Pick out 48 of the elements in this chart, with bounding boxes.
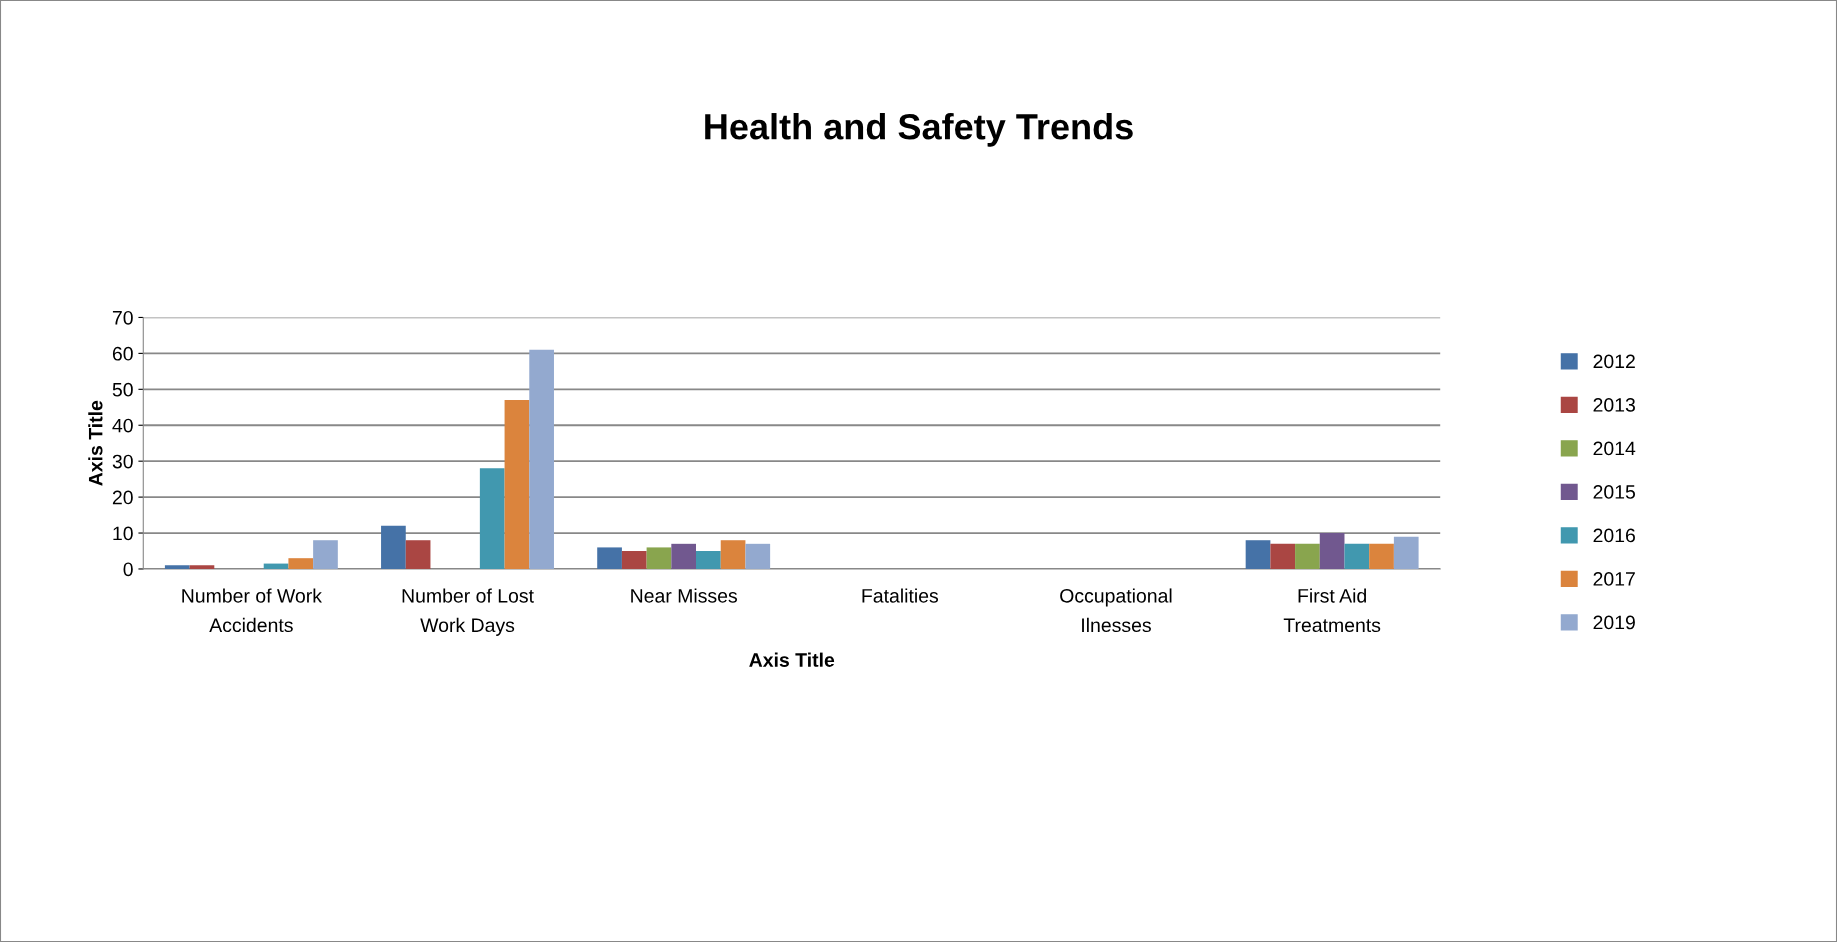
- y-tick-label: 0: [123, 562, 133, 577]
- bar: [405, 540, 431, 569]
- bar: [1245, 540, 1271, 569]
- x-tick-label: First Aid Treatments: [1283, 588, 1381, 633]
- y-tick-label: 30: [112, 454, 133, 469]
- legend-label: 2017: [1593, 572, 1635, 586]
- x-tick-label: Near Misses: [631, 588, 737, 603]
- bar: [696, 551, 721, 569]
- legend-label: 2019: [1593, 615, 1635, 630]
- y-tick-label: 60: [112, 346, 133, 361]
- bar: [1270, 543, 1296, 569]
- bar: [504, 400, 530, 569]
- bar: [1319, 533, 1345, 569]
- bar: [720, 540, 746, 569]
- bar: [745, 543, 771, 569]
- y-tick-label: 40: [112, 418, 133, 433]
- bar: [597, 547, 622, 569]
- y-tick-label: 70: [112, 310, 133, 325]
- y-tick-label: 20: [112, 490, 133, 505]
- bar: [646, 547, 672, 569]
- bar: [189, 565, 215, 569]
- bar: [1369, 543, 1394, 569]
- x-tick-label: Fatalities: [862, 588, 939, 603]
- bar: [479, 468, 505, 569]
- legend-label: 2013: [1593, 398, 1635, 412]
- legend-label: 2012: [1593, 354, 1635, 369]
- legend-label: 2015: [1593, 485, 1636, 499]
- legend-label: 2014: [1593, 441, 1636, 456]
- bar: [621, 551, 647, 569]
- y-tick-label: 50: [112, 382, 133, 397]
- bar: [313, 540, 338, 569]
- x-tick-label: Occupational Ilnesses: [1060, 588, 1172, 633]
- chart-title: Health and Safety Trends: [705, 113, 1133, 147]
- x-axis-title: Axis Title: [749, 652, 835, 667]
- y-tick-label: 10: [113, 526, 133, 541]
- bar: [671, 543, 697, 569]
- bar: [1393, 536, 1419, 569]
- legend-label: 2016: [1593, 528, 1635, 543]
- bar: [164, 565, 190, 569]
- bar: [1295, 543, 1320, 569]
- x-tick-label: Number of Work Accidents: [182, 588, 322, 633]
- y-axis-title: Axis Title: [88, 400, 103, 486]
- bar: [1344, 543, 1370, 569]
- x-tick-label: Number of Lost Work Days: [402, 588, 534, 636]
- bar: [288, 558, 314, 569]
- bar: [263, 563, 289, 569]
- bar: [381, 525, 406, 569]
- bar: [529, 349, 554, 569]
